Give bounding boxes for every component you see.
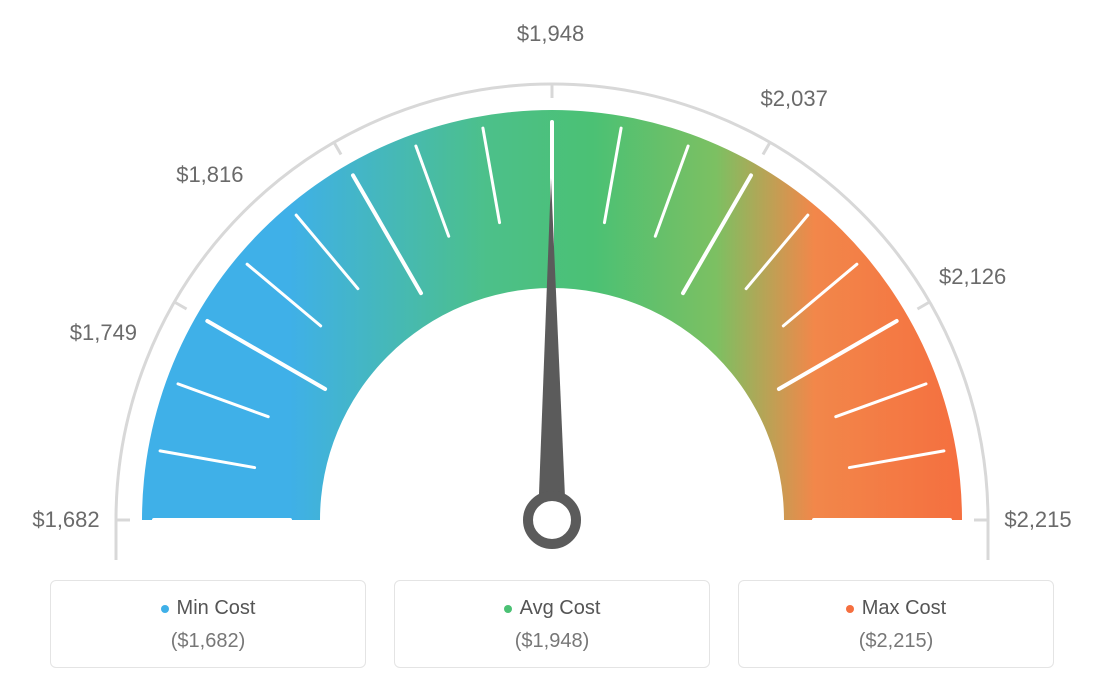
legend-card-min: Min Cost ($1,682)	[50, 580, 366, 668]
legend-value-min: ($1,682)	[61, 630, 355, 653]
gauge-tick-label: $1,749	[70, 320, 137, 346]
gauge-tick-label: $1,816	[176, 162, 243, 188]
gauge-tick-label: $1,948	[517, 21, 584, 47]
dot-icon	[846, 605, 854, 613]
gauge-tick-label: $1,682	[32, 507, 99, 533]
legend-value-max: ($2,215)	[749, 630, 1043, 653]
gauge-scale-tick	[174, 302, 186, 309]
gauge-scale-tick	[763, 142, 770, 154]
legend-card-avg: Avg Cost ($1,948)	[394, 580, 710, 668]
gauge-tick-label: $2,215	[1004, 507, 1071, 533]
gauge-scale-tick	[334, 142, 341, 154]
legend-title-avg: Avg Cost	[504, 597, 601, 620]
gauge-scale-tick	[917, 302, 929, 309]
gauge-tick-label: $2,126	[939, 264, 1006, 290]
dot-icon	[504, 605, 512, 613]
gauge-tick-label: $2,037	[761, 86, 828, 112]
gauge-svg	[32, 20, 1072, 560]
legend-title-text: Max Cost	[862, 597, 946, 620]
legend-card-max: Max Cost ($2,215)	[738, 580, 1054, 668]
legend-title-text: Avg Cost	[520, 597, 601, 620]
cost-gauge: $1,682 $1,749 $1,816 $1,948 $2,037 $2,126 $2,2…	[32, 20, 1072, 540]
legend-title-min: Min Cost	[161, 597, 256, 620]
legend-title-text: Min Cost	[177, 597, 256, 620]
legend-title-max: Max Cost	[846, 597, 946, 620]
dot-icon	[161, 605, 169, 613]
legend-row: Min Cost ($1,682) Avg Cost ($1,948) Max …	[50, 580, 1054, 668]
legend-value-avg: ($1,948)	[405, 630, 699, 653]
gauge-needle-hub	[528, 496, 576, 544]
